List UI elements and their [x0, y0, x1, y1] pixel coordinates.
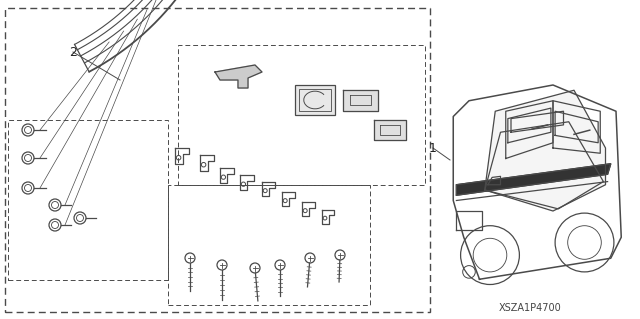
- Polygon shape: [456, 164, 611, 195]
- Bar: [299, 89, 331, 111]
- Polygon shape: [484, 90, 605, 211]
- Polygon shape: [342, 90, 378, 110]
- Polygon shape: [374, 120, 406, 140]
- Bar: [5, 8, 430, 312]
- Text: XSZA1P4700: XSZA1P4700: [499, 303, 561, 313]
- Bar: [168, 185, 370, 305]
- Bar: [8, 120, 168, 280]
- Text: 1: 1: [429, 142, 437, 154]
- Polygon shape: [215, 65, 262, 88]
- Bar: [295, 85, 335, 115]
- Bar: [178, 45, 425, 185]
- Text: 2: 2: [69, 46, 77, 58]
